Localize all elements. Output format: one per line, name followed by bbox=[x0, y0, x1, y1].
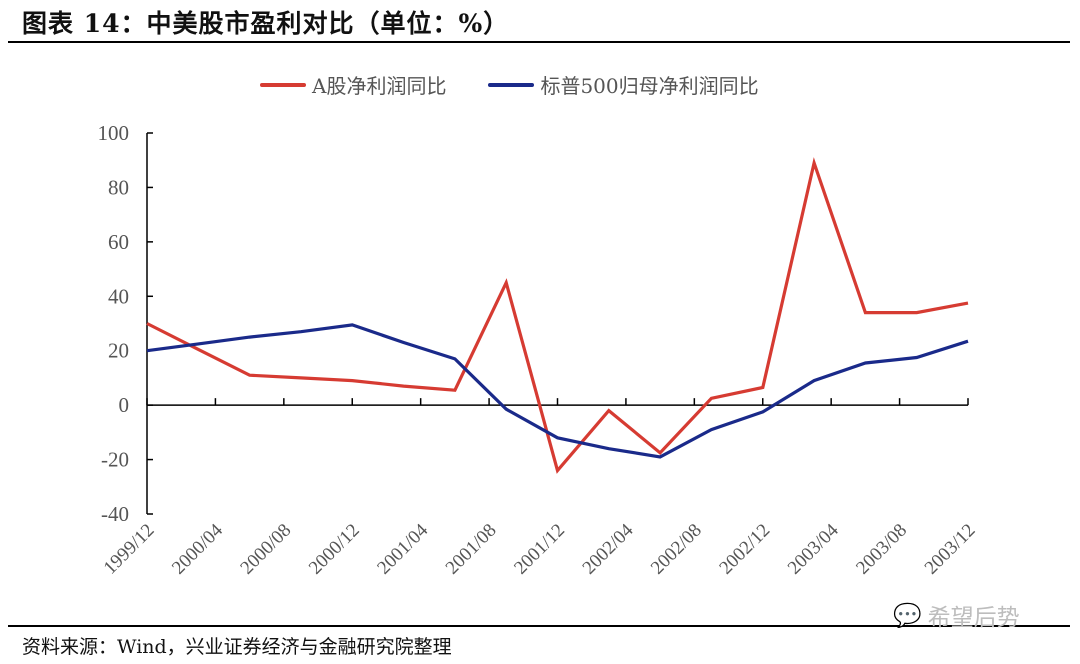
legend-item-a-share: A股净利润同比 bbox=[260, 70, 446, 99]
x-tick-label: 2000/08 bbox=[236, 520, 295, 579]
source-note: 资料来源：Wind，兴业证券经济与金融研究院整理 bbox=[22, 636, 452, 658]
x-tick-label: 2002/12 bbox=[715, 520, 774, 579]
legend-label: 标普500归母净利润同比 bbox=[540, 74, 759, 98]
y-tick-label: 40 bbox=[108, 284, 129, 308]
x-tick-label: 2003/04 bbox=[784, 519, 843, 578]
watermark: 💬 希望后势 bbox=[893, 598, 1020, 632]
y-tick-label: 100 bbox=[98, 121, 130, 145]
x-tick-label: 2000/12 bbox=[305, 520, 364, 579]
x-tick-label: 2001/08 bbox=[442, 520, 501, 579]
legend-item-sp500: 标普500归母净利润同比 bbox=[488, 70, 759, 99]
x-tick-label: 2001/12 bbox=[510, 520, 569, 579]
x-tick-label: 2001/04 bbox=[373, 519, 432, 578]
y-tick-label: 80 bbox=[108, 175, 129, 199]
x-tick-label: 2002/08 bbox=[647, 520, 706, 579]
series-sp500-line bbox=[146, 323, 969, 459]
x-tick-label: 2003/08 bbox=[852, 520, 911, 579]
legend-label: A股净利润同比 bbox=[312, 74, 447, 98]
chart-title: 图表 14：中美股市盈利对比（单位：%） bbox=[22, 9, 510, 38]
y-tick-label: -40 bbox=[101, 502, 129, 526]
y-tick-label: 20 bbox=[108, 339, 129, 363]
series-a-share-line bbox=[146, 157, 969, 474]
y-tick-label: 0 bbox=[119, 393, 130, 417]
x-tick-label: 2000/04 bbox=[168, 519, 227, 578]
legend-swatch-blue bbox=[488, 82, 535, 87]
y-tick-label: 60 bbox=[108, 230, 129, 254]
y-tick-label: -20 bbox=[101, 448, 129, 472]
watermark-text: 希望后势 bbox=[927, 605, 1020, 631]
footer-divider bbox=[8, 625, 1070, 627]
wechat-icon: 💬 bbox=[893, 602, 922, 629]
title-divider bbox=[8, 41, 1070, 43]
x-tick-label: 2002/04 bbox=[579, 519, 638, 578]
legend-swatch-red bbox=[260, 82, 306, 87]
x-tick-label: 2003/12 bbox=[921, 520, 980, 579]
x-tick-label: 1999/12 bbox=[100, 520, 159, 579]
chart-legend: A股净利润同比 标普500归母净利润同比 bbox=[260, 70, 801, 99]
